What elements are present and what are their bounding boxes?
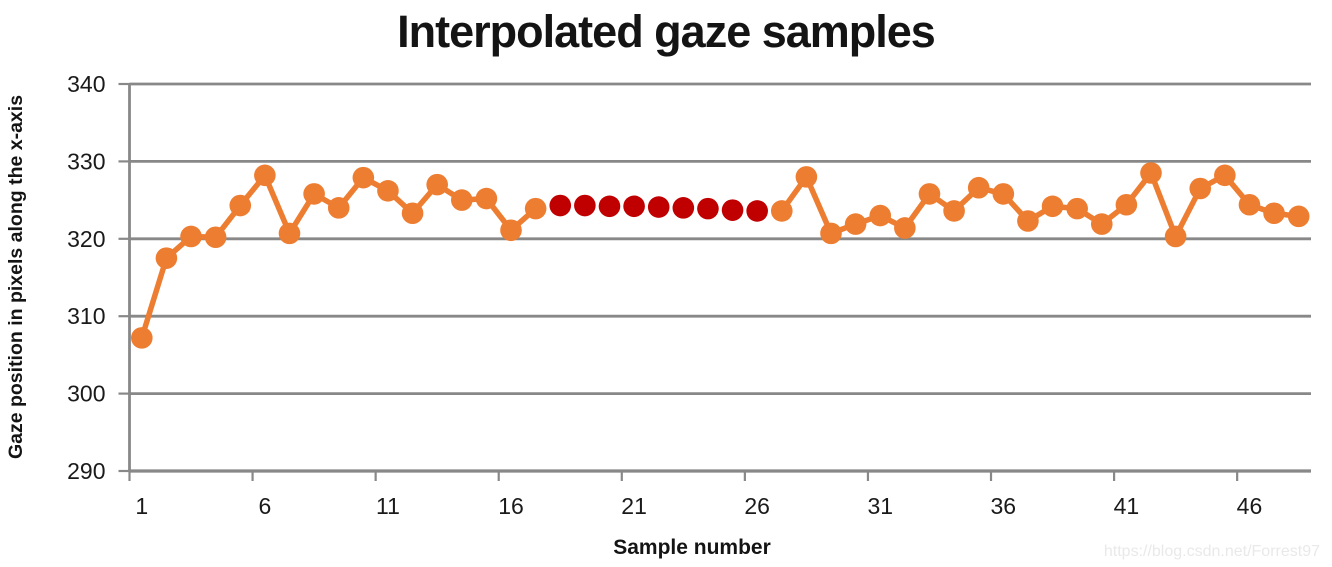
data-point-marker xyxy=(500,219,522,242)
interpolated-point-marker xyxy=(697,197,719,220)
data-point-marker xyxy=(795,166,818,188)
data-point-marker xyxy=(918,183,941,205)
y-tick-label: 290 xyxy=(67,458,105,484)
data-point-marker xyxy=(1214,164,1236,187)
x-tick-label: 11 xyxy=(376,493,400,519)
y-tick-label: 300 xyxy=(67,381,105,407)
data-point-marker xyxy=(844,213,867,235)
x-tick-label: 41 xyxy=(1114,493,1140,519)
data-point-marker xyxy=(131,327,153,349)
y-tick-label: 330 xyxy=(67,148,105,174)
data-point-marker xyxy=(180,225,202,248)
x-tick-label: 31 xyxy=(867,493,893,519)
data-point-marker xyxy=(1140,162,1162,184)
data-point-marker xyxy=(1263,202,1285,225)
x-tick-label: 46 xyxy=(1237,493,1263,519)
data-point-marker xyxy=(1164,225,1187,248)
data-point-marker xyxy=(1287,205,1310,228)
data-point-marker xyxy=(204,226,227,249)
x-tick-label: 16 xyxy=(498,493,524,519)
y-tick-label: 310 xyxy=(67,303,105,329)
data-point-marker xyxy=(450,189,473,211)
watermark-text: https://blog.csdn.net/Forrest97 xyxy=(1103,543,1320,560)
data-point-marker xyxy=(1017,210,1039,232)
data-point-marker xyxy=(967,176,990,199)
x-axis-title: Sample number xyxy=(613,536,771,559)
data-point-marker xyxy=(426,173,448,196)
interpolated-point-marker xyxy=(672,197,695,219)
interpolated-point-marker xyxy=(549,194,572,217)
data-point-marker xyxy=(1066,197,1088,220)
x-tick-label: 36 xyxy=(991,493,1017,519)
data-point-marker xyxy=(401,202,424,225)
chart-title: Interpolated gaze samples xyxy=(397,6,936,57)
data-point-marker xyxy=(303,183,325,205)
interpolated-point-marker xyxy=(721,199,744,221)
data-point-marker xyxy=(1115,193,1138,216)
interpolated-point-marker xyxy=(598,195,621,218)
x-tick-label: 6 xyxy=(258,493,271,519)
data-point-marker xyxy=(943,200,965,222)
data-point-marker xyxy=(770,200,793,222)
data-point-marker xyxy=(992,183,1015,205)
series-line xyxy=(779,170,1302,240)
data-point-marker xyxy=(327,197,350,219)
y-tick-label: 320 xyxy=(67,226,105,252)
interpolated-point-marker xyxy=(574,194,596,217)
data-point-marker xyxy=(1041,195,1064,218)
data-point-marker xyxy=(1090,213,1113,235)
data-point-marker xyxy=(278,222,301,245)
data-point-marker xyxy=(352,166,375,189)
data-point-marker xyxy=(524,197,547,220)
x-tick-label: 26 xyxy=(744,493,770,519)
x-tick-label: 1 xyxy=(135,493,148,519)
y-tick-label: 340 xyxy=(67,71,105,97)
interpolated-point-marker xyxy=(623,195,645,218)
data-point-marker xyxy=(869,204,892,227)
data-point-marker xyxy=(475,187,498,210)
data-point-marker xyxy=(377,180,399,202)
data-point-marker xyxy=(155,247,178,269)
data-point-marker xyxy=(820,222,842,245)
interpolated-point-marker xyxy=(746,200,768,222)
data-point-marker xyxy=(894,217,916,239)
data-point-marker xyxy=(1238,193,1261,216)
data-point-marker xyxy=(254,164,276,187)
interpolated-point-marker xyxy=(647,196,670,218)
data-point-marker xyxy=(229,194,252,217)
x-tick-label: 21 xyxy=(621,493,647,519)
data-point-marker xyxy=(1189,177,1212,200)
